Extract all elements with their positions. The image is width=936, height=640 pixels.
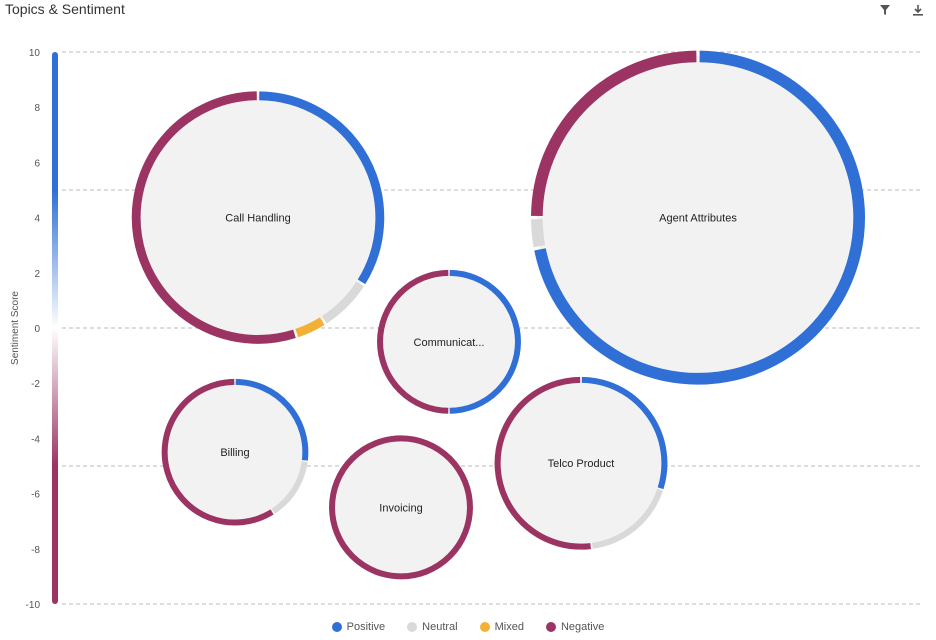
legend-dot-positive	[331, 622, 342, 632]
bubble-label: Billing	[220, 447, 249, 459]
legend-item-mixed[interactable]: Mixed	[479, 618, 524, 636]
y-tick-label: 2	[34, 269, 40, 280]
y-tick-label: -8	[31, 545, 40, 556]
bubble-label: Call Handling	[225, 213, 290, 225]
bubble-label: Agent Attributes	[659, 213, 737, 225]
donut-segment-neutral	[271, 461, 308, 514]
y-tick-label: -4	[31, 434, 40, 445]
legend-item-positive[interactable]: Positive	[331, 618, 386, 636]
legend-dot-negative	[545, 622, 556, 632]
bubble-invoicing	[332, 438, 470, 577]
bubble-call-handling	[136, 95, 380, 340]
legend-dot-neutral	[407, 622, 418, 632]
legend-label-mixed: Mixed	[494, 621, 524, 633]
donut-segment-negative	[161, 378, 274, 526]
donut-segment-mixed	[295, 317, 325, 338]
donut-segment-negative	[531, 50, 697, 217]
y-tick-label: 6	[34, 158, 40, 169]
sentiment-scale-bar	[52, 52, 58, 604]
bubble-label: Invoicing	[379, 502, 422, 514]
chart-legend: Positive Neutral Mixed Negative	[0, 618, 936, 636]
y-tick-label: 0	[34, 324, 40, 335]
legend-label-neutral: Neutral	[422, 621, 458, 633]
bubble-communicat	[380, 272, 518, 411]
bubble-billing	[164, 381, 306, 523]
donut-segment-negative	[329, 435, 473, 580]
y-tick-label: 4	[34, 214, 40, 225]
download-icon[interactable]	[911, 3, 925, 17]
legend-label-positive: Positive	[346, 621, 386, 633]
donut-segment-positive	[534, 50, 865, 385]
legend-label-negative: Negative	[560, 621, 605, 633]
donut-segment-negative	[131, 91, 296, 344]
donut-segment-negative	[494, 376, 591, 550]
donut-segment-positive	[581, 376, 668, 490]
y-tick-label: -2	[31, 379, 40, 390]
legend-dot-mixed	[479, 622, 490, 632]
y-tick-label: 8	[34, 103, 40, 114]
sentiment-bubble-chart: 10 8 6 4 2 0 -2 -4 -6 -8 -10 Sentiment Score Call Ha…	[10, 48, 922, 610]
bubble-telco-product	[497, 379, 665, 547]
legend-item-neutral[interactable]: Neutral	[407, 618, 458, 636]
donut-segment-positive	[235, 378, 309, 461]
donut-segment-positive	[449, 269, 521, 414]
donut-segment-neutral	[321, 281, 364, 324]
donut-segment-neutral	[531, 219, 546, 248]
y-tick-label: -6	[31, 490, 40, 501]
filter-icon[interactable]	[878, 3, 892, 17]
chart-header: Topics & Sentiment	[0, 0, 936, 24]
legend-item-negative[interactable]: Negative	[545, 618, 605, 636]
chart-title: Topics & Sentiment	[5, 1, 125, 17]
bubble-agent-attributes	[536, 56, 860, 379]
y-tick-label: 10	[29, 48, 41, 59]
donut-segment-neutral	[591, 488, 663, 549]
bubble-label: Communicat...	[414, 337, 485, 349]
y-tick-label: -10	[26, 600, 41, 610]
y-axis-label: Sentiment Score	[10, 291, 21, 365]
donut-segment-negative	[377, 269, 449, 414]
donut-segment-positive	[259, 91, 385, 285]
bubble-label: Telco Product	[548, 458, 615, 470]
